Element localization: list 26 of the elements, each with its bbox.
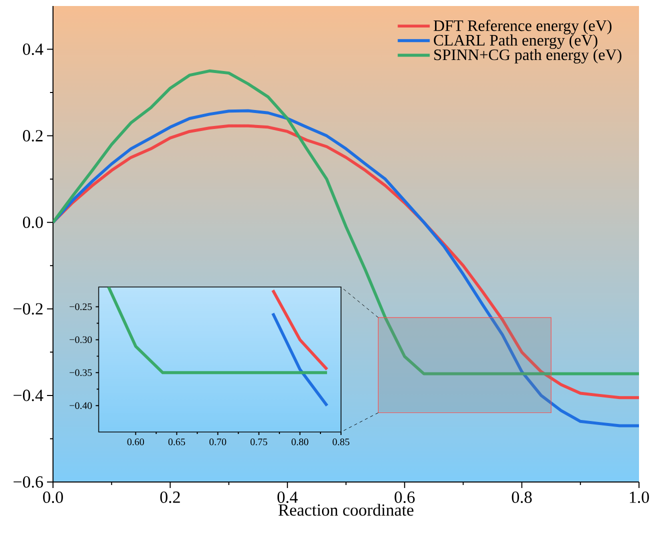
x-tick-label: 0.70: [209, 438, 226, 446]
x-tick-label: 0.6: [394, 492, 415, 503]
x-tick-label: 0.65: [168, 438, 186, 446]
x-tick-label: 0.8: [512, 492, 532, 503]
y-tick-label: −0.2: [14, 303, 43, 315]
x-tick-label: 0.85: [332, 438, 350, 446]
legend-label: DFT Reference energy (eV): [434, 20, 612, 34]
x-tick-label: 0.4: [277, 492, 298, 503]
y-tick-label: −0.30: [70, 336, 92, 344]
x-tick-label: 0.80: [292, 438, 308, 446]
x-tick-label: 0.75: [250, 438, 268, 446]
x-tick-label: 0.0: [43, 492, 63, 503]
y-tick-label: −0.35: [70, 369, 92, 376]
x-axis-title: Reaction coordinate: [278, 504, 414, 516]
x-tick-label: 0.60: [127, 438, 144, 446]
y-tick-label: −0.6: [14, 476, 43, 488]
y-tick-label: −0.25: [70, 303, 92, 310]
legend-label: CLARL Path energy (eV): [434, 34, 598, 49]
y-tick-label: −0.4: [14, 390, 44, 402]
x-tick-label: 0.2: [160, 492, 180, 503]
y-tick-label: 0.2: [22, 130, 43, 142]
y-tick-label: −0.40: [70, 402, 92, 410]
x-tick-label: 1.0: [630, 492, 649, 503]
y-tick-label: 0.4: [22, 44, 44, 56]
legend-label: SPINN+CG path energy (eV): [434, 48, 622, 64]
y-tick-label: 0.0: [22, 216, 43, 228]
